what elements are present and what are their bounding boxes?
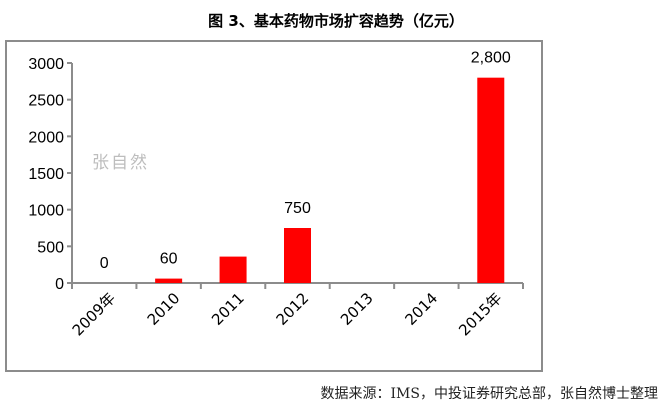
y-tick-label: 0 (55, 276, 64, 293)
x-tick-label: 2012 (273, 289, 313, 329)
x-tick-label: 2009年 (69, 289, 119, 339)
data-label: 750 (284, 200, 311, 217)
y-tick-label: 1000 (28, 203, 64, 220)
y-tick-label: 2500 (28, 93, 64, 110)
y-tick-label: 2000 (28, 129, 64, 146)
x-tick-label: 2015年 (455, 289, 505, 339)
bar (477, 77, 505, 284)
bar (284, 228, 311, 283)
watermark: 张自然 (92, 153, 149, 173)
bar (219, 256, 247, 283)
chart-frame (5, 40, 543, 372)
x-tick-label: 2011 (208, 289, 248, 329)
y-tick-label: 500 (37, 239, 64, 256)
y-tick-label: 1500 (28, 166, 64, 183)
data-label: 60 (160, 251, 178, 268)
x-tick-label: 2010 (144, 289, 184, 329)
chart-title: 图 3、基本药物市场扩容趋势（亿元） (208, 12, 464, 30)
bar (155, 278, 183, 283)
data-label: 0 (100, 255, 109, 272)
x-tick-label: 2014 (401, 289, 441, 329)
y-tick-label: 3000 (28, 56, 64, 73)
x-tick-label: 2013 (337, 289, 377, 329)
source-note: 数据来源：IMS，中投证券研究总部，张自然博士整理 (320, 386, 658, 402)
data-label: 2,800 (471, 50, 511, 67)
